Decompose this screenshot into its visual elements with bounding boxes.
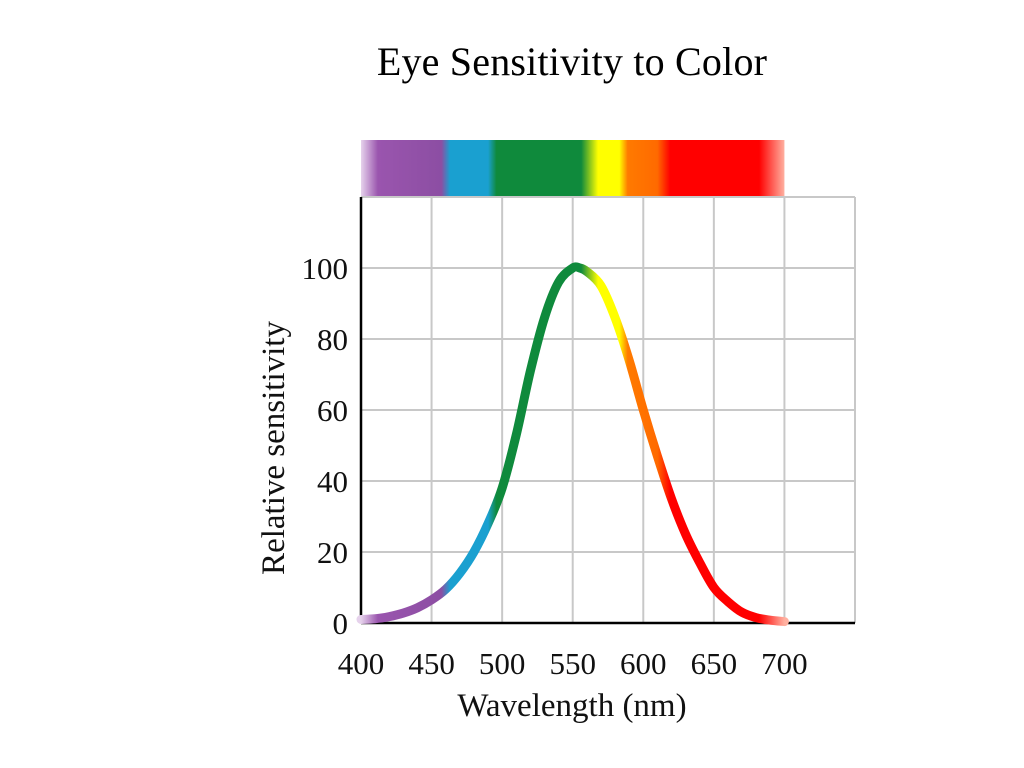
x-tick-label: 450 xyxy=(408,646,455,681)
page-title: Eye Sensitivity to Color xyxy=(376,39,768,84)
x-tick-label: 650 xyxy=(691,646,738,681)
y-axis-label: Relative sensitivity xyxy=(256,321,292,575)
x-axis-label: Wavelength (nm) xyxy=(457,688,686,724)
y-tick-label: 40 xyxy=(317,464,348,499)
y-tick-label: 60 xyxy=(317,393,348,428)
y-tick-label: 0 xyxy=(333,606,349,641)
x-tick-label: 700 xyxy=(761,646,808,681)
spectrum-band xyxy=(361,140,785,197)
x-tick-label: 550 xyxy=(549,646,596,681)
y-tick-label: 80 xyxy=(317,322,348,357)
x-tick-label: 600 xyxy=(620,646,667,681)
sensitivity-curve xyxy=(356,262,789,627)
x-tick-label: 500 xyxy=(479,646,526,681)
y-tick-label: 20 xyxy=(317,535,348,570)
y-tick-label: 100 xyxy=(302,251,349,286)
x-tick-label: 400 xyxy=(338,646,385,681)
